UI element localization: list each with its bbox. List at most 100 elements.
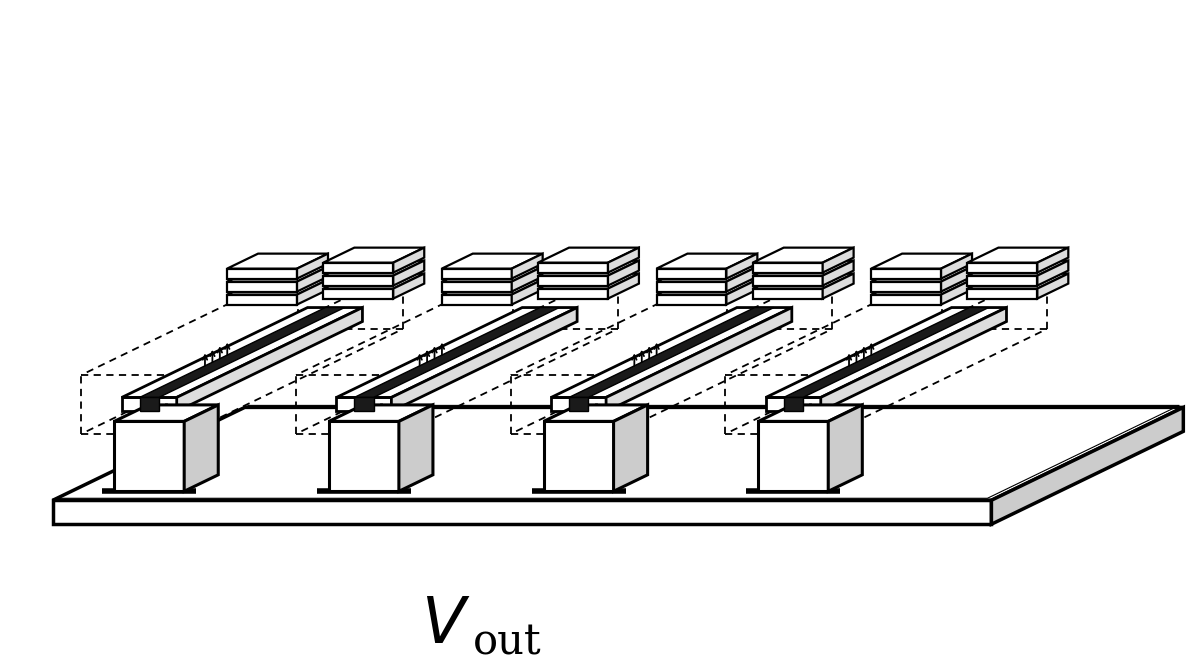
Polygon shape xyxy=(1037,261,1068,286)
Polygon shape xyxy=(392,308,577,411)
Polygon shape xyxy=(656,267,757,282)
Polygon shape xyxy=(323,274,424,288)
Polygon shape xyxy=(122,308,362,397)
Polygon shape xyxy=(941,280,972,304)
Polygon shape xyxy=(336,308,577,397)
Polygon shape xyxy=(551,397,607,411)
Polygon shape xyxy=(512,267,542,292)
Polygon shape xyxy=(726,280,757,304)
Polygon shape xyxy=(783,397,802,411)
Polygon shape xyxy=(871,267,972,282)
Polygon shape xyxy=(442,269,512,278)
Polygon shape xyxy=(512,254,542,278)
Text: $V$: $V$ xyxy=(420,595,470,657)
Polygon shape xyxy=(656,282,726,292)
Polygon shape xyxy=(766,308,1007,397)
Polygon shape xyxy=(323,276,393,286)
Polygon shape xyxy=(544,405,648,421)
Polygon shape xyxy=(967,274,1068,288)
Polygon shape xyxy=(551,308,792,397)
Polygon shape xyxy=(871,294,941,304)
Polygon shape xyxy=(608,274,639,298)
Polygon shape xyxy=(753,288,823,298)
Polygon shape xyxy=(538,276,608,286)
Polygon shape xyxy=(823,248,853,272)
Polygon shape xyxy=(442,282,512,292)
Polygon shape xyxy=(726,267,757,292)
Polygon shape xyxy=(336,397,392,411)
Polygon shape xyxy=(820,308,1007,411)
Text: out: out xyxy=(472,621,541,663)
Polygon shape xyxy=(227,282,297,292)
Polygon shape xyxy=(442,267,542,282)
Polygon shape xyxy=(753,248,853,263)
Polygon shape xyxy=(614,405,648,491)
Polygon shape xyxy=(227,254,328,269)
Polygon shape xyxy=(753,261,853,276)
Polygon shape xyxy=(442,254,542,269)
Polygon shape xyxy=(393,261,424,286)
Polygon shape xyxy=(323,248,424,263)
Polygon shape xyxy=(823,261,853,286)
Polygon shape xyxy=(227,294,297,304)
Polygon shape xyxy=(991,407,1183,524)
Polygon shape xyxy=(758,421,829,491)
Polygon shape xyxy=(297,280,328,304)
Polygon shape xyxy=(52,500,991,524)
Polygon shape xyxy=(399,405,433,491)
Polygon shape xyxy=(538,248,639,263)
Polygon shape xyxy=(967,248,1068,263)
Polygon shape xyxy=(967,263,1037,272)
Polygon shape xyxy=(538,288,608,298)
Polygon shape xyxy=(608,261,639,286)
Polygon shape xyxy=(607,308,792,411)
Polygon shape xyxy=(967,276,1037,286)
Polygon shape xyxy=(177,308,362,411)
Polygon shape xyxy=(538,263,608,272)
Polygon shape xyxy=(323,288,393,298)
Polygon shape xyxy=(753,263,823,272)
Polygon shape xyxy=(829,405,862,491)
Polygon shape xyxy=(442,294,512,304)
Polygon shape xyxy=(538,274,639,288)
Polygon shape xyxy=(512,280,542,304)
Polygon shape xyxy=(941,267,972,292)
Polygon shape xyxy=(656,280,757,294)
Polygon shape xyxy=(184,405,218,491)
Polygon shape xyxy=(442,280,542,294)
Polygon shape xyxy=(140,397,159,411)
Polygon shape xyxy=(758,405,862,421)
Polygon shape xyxy=(393,274,424,298)
Polygon shape xyxy=(297,254,328,278)
Polygon shape xyxy=(726,254,757,278)
Polygon shape xyxy=(753,276,823,286)
Polygon shape xyxy=(656,269,726,278)
Polygon shape xyxy=(544,421,614,491)
Polygon shape xyxy=(569,397,589,411)
Polygon shape xyxy=(871,254,972,269)
Polygon shape xyxy=(355,397,374,411)
Polygon shape xyxy=(323,263,393,272)
Polygon shape xyxy=(114,405,218,421)
Polygon shape xyxy=(297,267,328,292)
Polygon shape xyxy=(766,397,820,411)
Polygon shape xyxy=(329,405,433,421)
Polygon shape xyxy=(227,280,328,294)
Polygon shape xyxy=(656,254,757,269)
Polygon shape xyxy=(52,407,1183,500)
Polygon shape xyxy=(140,308,344,397)
Polygon shape xyxy=(608,248,639,272)
Polygon shape xyxy=(1037,248,1068,272)
Polygon shape xyxy=(783,308,989,397)
Polygon shape xyxy=(753,274,853,288)
Polygon shape xyxy=(1037,274,1068,298)
Polygon shape xyxy=(569,308,774,397)
Polygon shape xyxy=(122,397,177,411)
Polygon shape xyxy=(323,261,424,276)
Polygon shape xyxy=(656,294,726,304)
Polygon shape xyxy=(227,269,297,278)
Polygon shape xyxy=(941,254,972,278)
Polygon shape xyxy=(538,261,639,276)
Polygon shape xyxy=(823,274,853,298)
Polygon shape xyxy=(871,282,941,292)
